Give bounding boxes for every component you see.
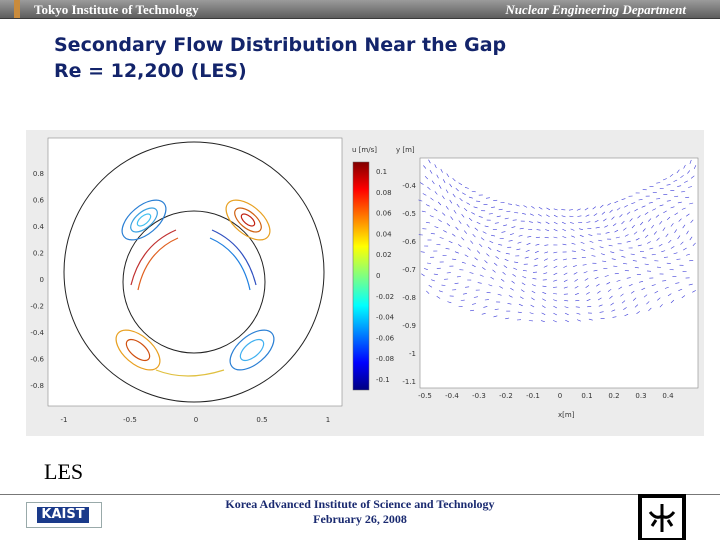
figure-svg: 0.8 0.6 0.4 0.2 0 -0.2 -0.4 -0.6 -0.8 -1 -0.5 0 0.5… bbox=[26, 130, 704, 436]
right-x-tick-label: -0.3 bbox=[472, 392, 486, 400]
caption-les: LES bbox=[44, 459, 83, 485]
left-x-tick-label: 0 bbox=[194, 416, 198, 424]
left-x-tick-label: -0.5 bbox=[123, 416, 137, 424]
right-plot-x-ticks: -0.5 -0.4 -0.3 -0.2 -0.1 0 0.1 0.2 0.3 0.4 bbox=[418, 392, 674, 400]
slide-title-line1: Secondary Flow Distribution Near the Gap bbox=[54, 32, 506, 58]
header-left-text: Tokyo Institute of Technology bbox=[34, 2, 199, 18]
left-y-tick-label: 0.6 bbox=[33, 197, 45, 205]
colorbar-tick-label: 0.08 bbox=[376, 189, 392, 197]
right-y-tick-label: -0.4 bbox=[402, 182, 416, 190]
right-x-tick-label: 0.4 bbox=[662, 392, 674, 400]
footer-line2: February 26, 2008 bbox=[0, 512, 720, 527]
figure-panel: 0.8 0.6 0.4 0.2 0 -0.2 -0.4 -0.6 -0.8 -1 -0.5 0 0.5… bbox=[26, 130, 704, 436]
left-x-tick-label: 0.5 bbox=[256, 416, 267, 424]
slide-title: Secondary Flow Distribution Near the Gap… bbox=[54, 32, 506, 84]
left-y-tick-label: -0.8 bbox=[30, 382, 44, 390]
right-y-tick-label: -0.5 bbox=[402, 210, 416, 218]
footer-line1: Korea Advanced Institute of Science and … bbox=[0, 497, 720, 512]
colorbar-tick-label: -0.06 bbox=[376, 334, 395, 342]
right-x-tick-label: -0.2 bbox=[499, 392, 513, 400]
left-plot-area bbox=[48, 138, 342, 406]
colorbar-tick-label: 0.06 bbox=[376, 210, 392, 218]
colorbar-tick-label: -0.08 bbox=[376, 355, 394, 363]
right-x-tick-label: 0.1 bbox=[581, 392, 592, 400]
header-bar: Tokyo Institute of Technology Nuclear En… bbox=[0, 0, 720, 19]
header-accent bbox=[14, 0, 20, 18]
right-x-tick-label: -0.4 bbox=[445, 392, 459, 400]
right-x-tick-label: -0.5 bbox=[418, 392, 432, 400]
titech-logo bbox=[638, 494, 686, 540]
colorbar-tick-label: -0.04 bbox=[376, 314, 395, 322]
right-x-tick-label: 0.3 bbox=[635, 392, 646, 400]
right-y-tick-label: -1.1 bbox=[402, 378, 416, 386]
left-y-tick-label: -0.4 bbox=[30, 329, 44, 337]
right-x-tick-label: 0.2 bbox=[608, 392, 619, 400]
header-right-text: Nuclear Engineering Department bbox=[505, 2, 686, 18]
colorbar-tick-label: -0.02 bbox=[376, 293, 394, 301]
titech-logo-emblem bbox=[642, 498, 682, 538]
right-x-tick-label: -0.1 bbox=[526, 392, 540, 400]
footer-divider bbox=[0, 494, 720, 495]
colorbar-ticks: 0.1 0.08 0.06 0.04 0.02 0 -0.02 -0.04 -0.06 -0.08… bbox=[376, 168, 395, 384]
left-y-tick-label: 0.4 bbox=[33, 223, 45, 231]
colorbar bbox=[353, 162, 369, 390]
footer-text: Korea Advanced Institute of Science and … bbox=[0, 497, 720, 527]
left-y-tick-label: -0.2 bbox=[30, 303, 44, 311]
left-y-tick-label: 0 bbox=[40, 276, 44, 284]
colorbar-label: u [m/s] bbox=[352, 146, 377, 154]
right-y-tick-label: -0.6 bbox=[402, 238, 416, 246]
left-plot-x-ticks: -1 -0.5 0 0.5 1 bbox=[61, 416, 331, 424]
slide-title-line2: Re = 12,200 (LES) bbox=[54, 58, 506, 84]
colorbar-tick-label: 0 bbox=[376, 272, 380, 280]
right-plot-xlabel: x[m] bbox=[558, 411, 575, 419]
left-plot-y-ticks: 0.8 0.6 0.4 0.2 0 -0.2 -0.4 -0.6 -0.8 bbox=[30, 170, 44, 390]
left-y-tick-label: -0.6 bbox=[30, 356, 44, 364]
titech-emblem-icon bbox=[642, 498, 682, 538]
right-plot-ylabel: y [m] bbox=[396, 146, 415, 154]
right-x-tick-label: 0 bbox=[558, 392, 562, 400]
right-y-tick-label: -0.8 bbox=[402, 294, 416, 302]
colorbar-tick-label: 0.04 bbox=[376, 230, 392, 238]
right-y-tick-label: -0.7 bbox=[402, 266, 416, 274]
colorbar-tick-label: 0.1 bbox=[376, 168, 387, 176]
left-y-tick-label: 0.8 bbox=[33, 170, 44, 178]
left-x-tick-label: -1 bbox=[61, 416, 68, 424]
colorbar-tick-label: 0.02 bbox=[376, 251, 392, 259]
right-y-tick-label: -0.9 bbox=[402, 322, 416, 330]
right-plot-y-ticks: -0.4 -0.5 -0.6 -0.7 -0.8 -0.9 -1 -1.1 bbox=[402, 182, 416, 386]
left-y-tick-label: 0.2 bbox=[33, 250, 44, 258]
right-y-tick-label: -1 bbox=[409, 350, 416, 358]
left-x-tick-label: 1 bbox=[326, 416, 330, 424]
colorbar-tick-label: -0.1 bbox=[376, 376, 390, 384]
